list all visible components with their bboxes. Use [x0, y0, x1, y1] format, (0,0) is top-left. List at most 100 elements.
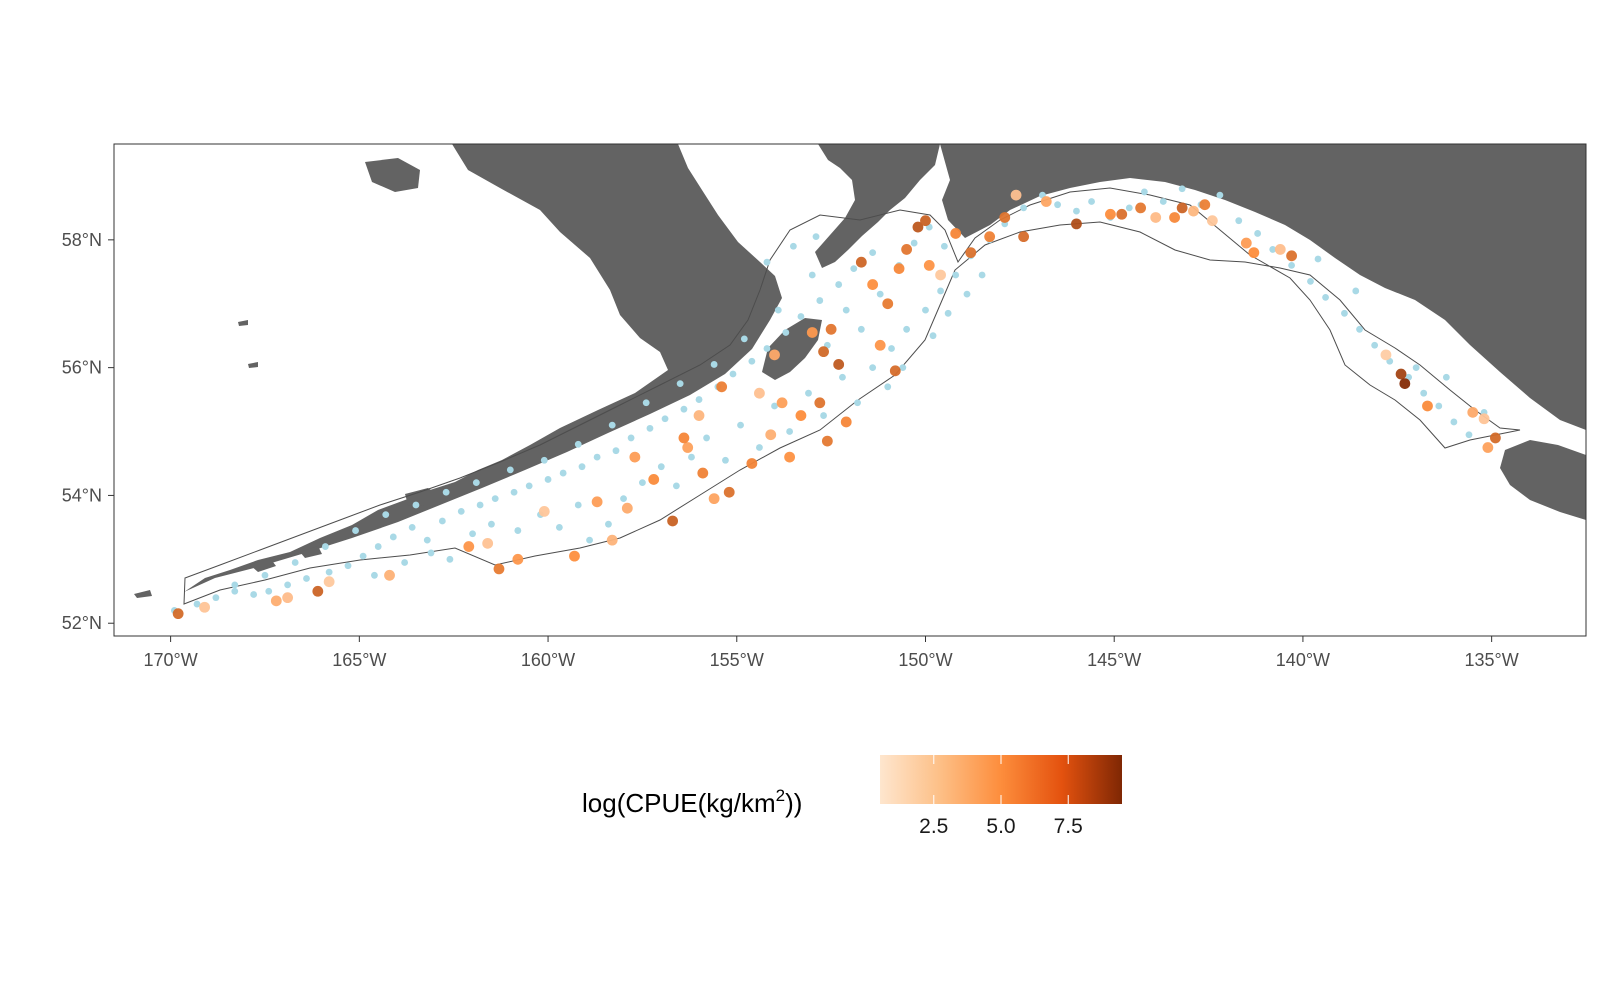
catch-point [1467, 407, 1478, 418]
x-tick-label: 145°W [1087, 650, 1141, 670]
x-tick-label: 150°W [898, 650, 952, 670]
legend-tick-label: 7.5 [1054, 815, 1083, 838]
catch-point [682, 442, 693, 453]
catch-point [950, 228, 961, 239]
zero-catch-point [326, 569, 333, 576]
zero-catch-point [658, 463, 665, 470]
zero-catch-point [488, 521, 495, 528]
catch-point [607, 535, 618, 546]
zero-catch-point [1288, 262, 1295, 269]
catch-point [894, 263, 905, 274]
zero-catch-point [677, 380, 684, 387]
zero-catch-point [805, 390, 812, 397]
catch-point [826, 324, 837, 335]
zero-catch-point [930, 332, 937, 339]
zero-catch-point [869, 249, 876, 256]
x-tick-label: 140°W [1276, 650, 1330, 670]
catch-point [512, 554, 523, 565]
catch-point [592, 496, 603, 507]
catch-point [1135, 202, 1146, 213]
zero-catch-point [816, 297, 823, 304]
zero-catch-point [937, 288, 944, 295]
zero-catch-point [231, 581, 238, 588]
catch-point [818, 346, 829, 357]
catch-point [384, 570, 395, 581]
catch-point [1286, 250, 1297, 261]
zero-catch-point [556, 524, 563, 531]
zero-catch-point [409, 524, 416, 531]
zero-catch-point [911, 240, 918, 247]
y-tick-label: 52°N [62, 613, 102, 633]
catch-point [539, 506, 550, 517]
zero-catch-point [884, 383, 891, 390]
zero-catch-point [579, 463, 586, 470]
zero-catch-point [262, 572, 269, 579]
catch-point [622, 503, 633, 514]
zero-catch-point [647, 425, 654, 432]
zero-catch-point [284, 581, 291, 588]
zero-catch-point [492, 495, 499, 502]
zero-catch-point [748, 358, 755, 365]
y-tick-label: 54°N [62, 485, 102, 505]
catch-point [312, 586, 323, 597]
zero-catch-point [782, 329, 789, 336]
zero-catch-point [526, 482, 533, 489]
zero-catch-point [854, 399, 861, 406]
zero-catch-point [888, 345, 895, 352]
catch-point [867, 279, 878, 290]
zero-catch-point [1235, 217, 1242, 224]
zero-catch-point [1413, 364, 1420, 371]
catch-point [856, 257, 867, 268]
catch-point [1199, 199, 1210, 210]
zero-catch-point [1088, 198, 1095, 205]
y-tick-label: 58°N [62, 230, 102, 250]
catch-point [777, 397, 788, 408]
legend-title: log(CPUE(kg/km2)) [582, 786, 802, 818]
zero-catch-point [964, 291, 971, 298]
zero-catch-point [477, 502, 484, 509]
zero-catch-point [1322, 294, 1329, 301]
catch-point [324, 576, 335, 587]
catch-point [999, 212, 1010, 223]
catch-point [769, 349, 780, 360]
catch-point [1071, 218, 1082, 229]
x-tick-label: 160°W [521, 650, 575, 670]
zero-catch-point [507, 466, 514, 473]
catch-point [746, 458, 757, 469]
legend-tick-label: 2.5 [919, 815, 948, 838]
zero-catch-point [292, 559, 299, 566]
zero-catch-point [1443, 374, 1450, 381]
catch-point [271, 595, 282, 606]
zero-catch-point [1054, 201, 1061, 208]
legend: log(CPUE(kg/km2)) 2.5 5.0 7.5 [582, 755, 1122, 838]
catch-point [965, 247, 976, 258]
catch-point [463, 541, 474, 552]
catch-point [765, 429, 776, 440]
zero-catch-point [382, 511, 389, 518]
catch-point [716, 381, 727, 392]
zero-catch-point [850, 265, 857, 272]
zero-catch-point [1356, 326, 1363, 333]
zero-catch-point [322, 543, 329, 550]
catch-point [814, 397, 825, 408]
zero-catch-point [1141, 189, 1148, 196]
catch-point [199, 602, 210, 613]
zero-catch-point [609, 422, 616, 429]
zero-catch-point [265, 588, 272, 595]
zero-catch-point [613, 447, 620, 454]
x-tick-label: 135°W [1465, 650, 1519, 670]
zero-catch-point [473, 479, 480, 486]
zero-catch-point [1450, 419, 1457, 426]
zero-catch-point [401, 559, 408, 566]
zero-catch-point [628, 435, 635, 442]
zero-catch-point [703, 435, 710, 442]
zero-catch-point [696, 396, 703, 403]
zero-catch-point [1435, 403, 1442, 410]
zero-catch-point [813, 233, 820, 240]
zero-catch-point [952, 272, 959, 279]
catch-point [1399, 378, 1410, 389]
zero-catch-point [1307, 278, 1314, 285]
zero-catch-point [560, 470, 567, 477]
catch-point [694, 410, 705, 421]
legend-tick-label: 5.0 [986, 815, 1015, 838]
